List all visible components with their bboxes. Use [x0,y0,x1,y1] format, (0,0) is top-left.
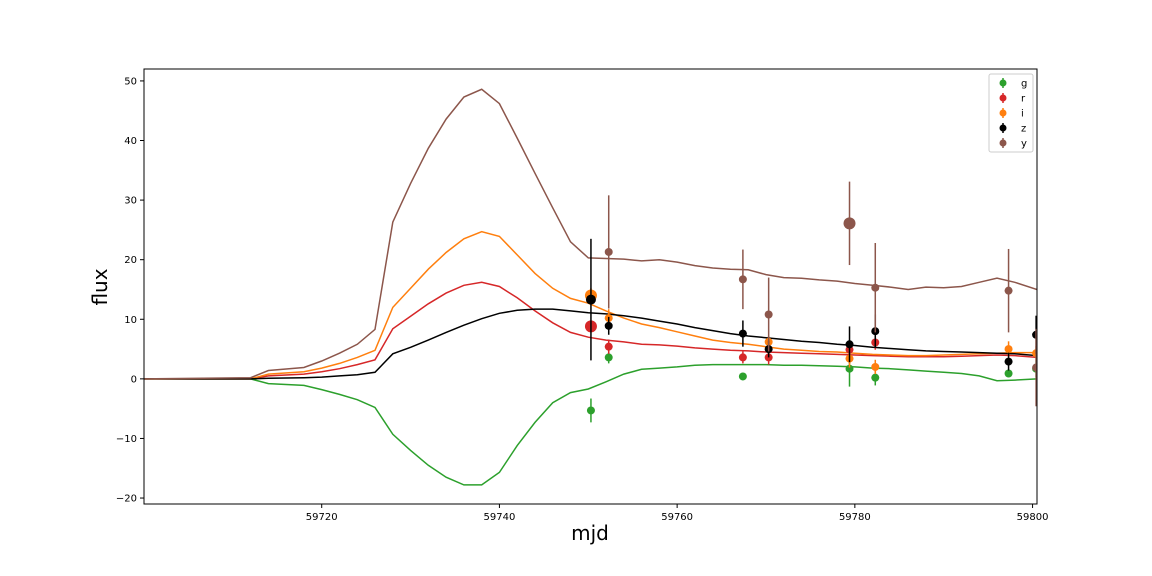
data-point-g [604,353,613,362]
series-line-y [144,88,1037,380]
x-tick-label: 59740 [484,512,516,523]
observation-points [584,181,1037,423]
legend-label-g: g [1021,79,1027,90]
data-point-y [764,310,773,319]
data-point-g [1004,369,1013,378]
data-point-g [845,364,854,373]
series-line-i [144,230,1037,380]
legend-marker-r [999,94,1007,102]
x-tick-label: 59780 [839,512,871,523]
legend-label-z: z [1021,124,1026,135]
series-line-g [144,363,1037,486]
x-tick-label: 59760 [661,512,693,523]
data-point-r [604,342,613,351]
data-point-r [738,353,747,362]
data-point-z [604,321,613,330]
legend-box [988,73,1034,153]
data-point-z [585,294,596,305]
y-tick-label: 20 [124,255,137,266]
data-point-y [604,247,613,256]
y-tick-label: 10 [124,315,137,326]
legend-label-y: y [1021,139,1027,150]
y-tick-label: −20 [116,494,137,505]
series-line-r [144,281,1037,380]
legend-marker-g [999,79,1007,87]
y-tick-label: 0 [131,374,137,385]
data-point-z [1004,357,1013,366]
data-point-i [1004,345,1013,354]
data-point-y [1032,363,1037,372]
data-point-g [871,373,880,382]
x-axis-label: mjd [571,521,609,545]
y-axis-label: flux [88,268,112,305]
x-tick-label: 59800 [1017,512,1049,523]
x-axis: 59720 59740 59760 59780 59800 [306,504,1049,523]
data-point-y [871,283,880,292]
legend-label-r: r [1021,94,1026,105]
data-point-z [845,340,854,349]
data-point-g [738,372,747,381]
y-tick-label: 30 [124,196,137,207]
legend-marker-y [999,139,1007,147]
y-tick-label: 50 [124,76,137,87]
data-point-z [738,329,747,338]
x-tick-label: 59720 [306,512,338,523]
series-line-z [144,308,1037,380]
data-point-y [738,275,747,284]
data-point-g [586,406,595,415]
legend-marker-i [999,109,1007,117]
y-tick-label: −10 [116,434,137,445]
y-tick-label: 40 [124,136,137,147]
plot-frame [143,68,1038,505]
legend-marker-z [999,124,1007,132]
legend-label-i: i [1021,109,1024,120]
model-lines [144,88,1037,486]
data-point-i [871,362,880,371]
data-point-y [843,217,856,230]
y-axis: −20 −10 0 10 20 30 40 50 [116,76,144,505]
data-point-y [1004,286,1013,295]
